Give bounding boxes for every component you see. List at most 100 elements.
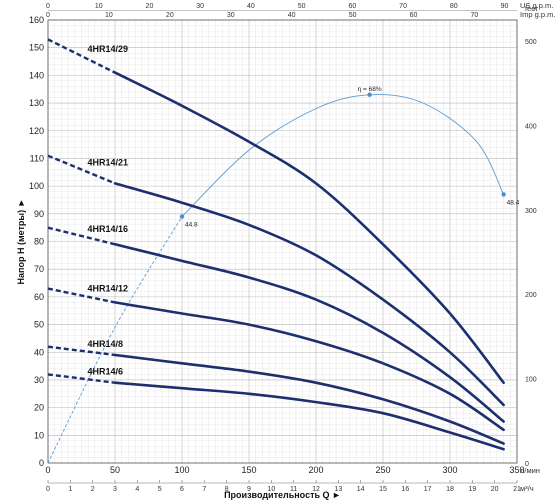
x-tick-label: 150 [241, 465, 256, 475]
x-tick-label: 0 [45, 465, 50, 475]
m3h-tick-label: 1 [68, 486, 72, 493]
y-tick-label: 130 [29, 98, 44, 108]
efficiency-point-label: 48.4 [507, 199, 520, 206]
y-tick-label: 30 [34, 375, 44, 385]
x-unit-lmin: л/мин [520, 466, 540, 475]
m3h-tick-label: 12 [312, 486, 320, 493]
usgpm-tick-label: 0 [46, 3, 50, 10]
x-tick-label: 50 [110, 465, 120, 475]
y-tick-label: 70 [34, 264, 44, 274]
y-tick-label: 80 [34, 237, 44, 247]
performance-curve [113, 381, 505, 451]
y-tick-label: 0 [39, 458, 44, 468]
efficiency-point-label: 44.8 [185, 222, 198, 229]
y-tick-label: 160 [29, 15, 44, 25]
m3h-tick-label: 7 [202, 486, 206, 493]
y-tick-label: 20 [34, 403, 44, 413]
feet-tick-label: 400 [525, 123, 537, 130]
feet-tick-label: 0 [525, 461, 529, 468]
x-tick-label: 200 [308, 465, 323, 475]
m3h-tick-label: 8 [225, 486, 229, 493]
m3h-tick-label: 4 [135, 486, 139, 493]
performance-curve-shutoff [47, 226, 116, 246]
efficiency-curve-dashed [47, 216, 183, 464]
usgpm-tick-label: 50 [298, 3, 306, 10]
y-tick-label: 40 [34, 347, 44, 357]
y-tick-label: 150 [29, 43, 44, 53]
m3h-tick-label: 21 [513, 486, 521, 493]
usgpm-tick-label: 10 [95, 3, 103, 10]
usgpm-tick-label: 90 [501, 3, 509, 10]
m3h-tick-label: 20 [491, 486, 499, 493]
x-tick-label: 350 [509, 465, 524, 475]
series-label: 4HR14/6 [88, 367, 124, 377]
y-tick-label: 50 [34, 320, 44, 330]
m3h-tick-label: 19 [468, 486, 476, 493]
series-label: 4HR14/29 [88, 44, 129, 54]
impgpm-tick-label: 0 [46, 12, 50, 19]
impgpm-tick-label: 40 [288, 12, 296, 19]
y-tick-label: 120 [29, 126, 44, 136]
m3h-tick-label: 14 [357, 486, 365, 493]
performance-curve [113, 182, 505, 407]
usgpm-tick-label: 80 [450, 3, 458, 10]
x-tick-label: 250 [375, 465, 390, 475]
feet-tick-label: 300 [525, 208, 537, 215]
m3h-tick-label: 11 [290, 486, 297, 493]
m3h-tick-label: 17 [424, 486, 432, 493]
y-tick-label: 100 [29, 181, 44, 191]
x-tick-label: 300 [442, 465, 457, 475]
impgpm-tick-label: 60 [410, 12, 418, 19]
impgpm-tick-label: 20 [166, 12, 174, 19]
efficiency-point [367, 92, 372, 97]
m3h-tick-label: 2 [91, 486, 95, 493]
y-tick-label: 90 [34, 209, 44, 219]
m3h-tick-label: 10 [267, 486, 275, 493]
y-tick-label: 60 [34, 292, 44, 302]
m3h-tick-label: 16 [401, 486, 409, 493]
impgpm-tick-label: 30 [227, 12, 235, 19]
m3h-tick-label: 3 [113, 486, 117, 493]
y-axis-title: Напор Н (метры) ► [16, 199, 26, 285]
performance-curve [113, 301, 505, 432]
performance-curve [113, 71, 505, 384]
efficiency-point [501, 192, 506, 197]
impgpm-tick-label: 10 [105, 12, 113, 19]
performance-curve [113, 243, 505, 423]
m3h-tick-label: 0 [46, 486, 50, 493]
usgpm-tick-label: 60 [348, 3, 356, 10]
x-tick-label: 100 [174, 465, 189, 475]
x-unit-usgpm: US g.p.m. [520, 1, 553, 10]
y-tick-label: 140 [29, 70, 44, 80]
series-label: 4HR14/12 [88, 283, 129, 293]
m3h-tick-label: 5 [158, 486, 162, 493]
impgpm-tick-label: 50 [349, 12, 357, 19]
m3h-tick-label: 18 [446, 486, 454, 493]
y-tick-label: 10 [34, 430, 44, 440]
feet-tick-label: 100 [525, 377, 537, 384]
series-label: 4HR14/16 [88, 224, 129, 234]
feet-tick-label: 200 [525, 292, 537, 299]
plot-frame [47, 19, 518, 464]
usgpm-tick-label: 40 [247, 3, 255, 10]
m3h-tick-label: 15 [379, 486, 387, 493]
performance-curve-shutoff [47, 373, 116, 384]
usgpm-tick-label: 30 [196, 3, 204, 10]
series-label: 4HR14/8 [88, 339, 124, 349]
impgpm-tick-label: 70 [471, 12, 479, 19]
performance-curve-shutoff [47, 154, 116, 185]
performance-curve-shutoff [47, 345, 116, 357]
m3h-tick-label: 13 [334, 486, 342, 493]
feet-unit-label: feet [525, 4, 538, 13]
m3h-tick-label: 6 [180, 486, 184, 493]
x-unit-m3h: м³/ч [520, 484, 534, 493]
feet-tick-label: 500 [525, 39, 537, 46]
performance-curve [113, 353, 505, 445]
usgpm-tick-label: 70 [399, 3, 407, 10]
efficiency-point-label: η = 68% [358, 86, 382, 93]
series-label: 4HR14/21 [88, 158, 129, 168]
performance-curve-shutoff [47, 38, 116, 74]
y-tick-label: 110 [30, 153, 44, 163]
